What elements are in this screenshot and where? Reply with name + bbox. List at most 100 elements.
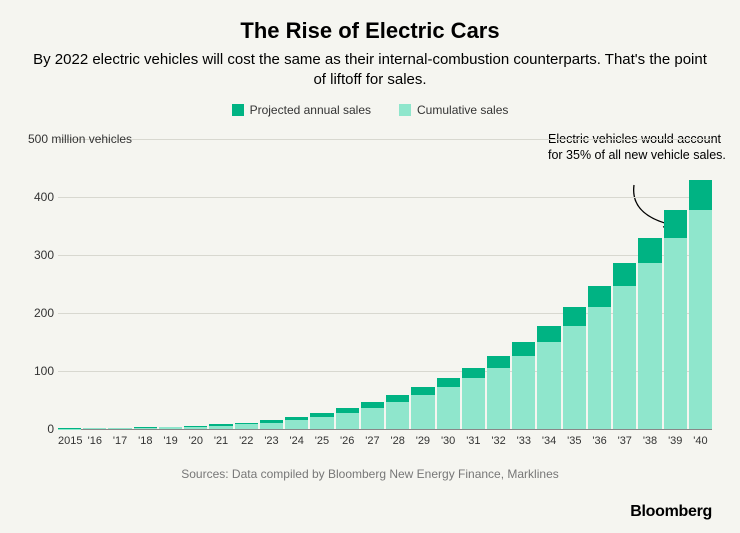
bar-column: '30: [437, 378, 460, 429]
bar-column: '16: [83, 428, 106, 429]
chart-area: Electric vehicles would account for 35% …: [28, 129, 712, 449]
bar-seg-projected: [689, 180, 712, 210]
bar-seg-cumulative: [108, 428, 131, 429]
x-tick-label: '27: [361, 435, 384, 447]
legend-label-projected: Projected annual sales: [250, 103, 371, 117]
bar-seg-cumulative: [260, 423, 283, 429]
bar-column: '21: [209, 424, 232, 429]
bar-column: '18: [134, 427, 157, 429]
bar-seg-projected: [437, 378, 460, 387]
bar-column: 2015: [58, 428, 81, 429]
bar-seg-cumulative: [235, 424, 258, 429]
x-tick-label: 2015: [58, 435, 81, 447]
x-tick-label: '33: [512, 435, 535, 447]
x-tick-label: '21: [209, 435, 232, 447]
bar-column: '37: [613, 263, 636, 429]
bar-column: '23: [260, 420, 283, 429]
bar-column: '25: [310, 413, 333, 429]
bar-seg-projected: [613, 263, 636, 286]
bar-seg-cumulative: [563, 326, 586, 429]
x-tick-label: '18: [134, 435, 157, 447]
bar-column: '19: [159, 427, 182, 429]
bar-column: '20: [184, 426, 207, 429]
bar-seg-cumulative: [689, 210, 712, 429]
bar-column: '33: [512, 342, 535, 429]
x-tick-label: '19: [159, 435, 182, 447]
x-tick-label: '25: [310, 435, 333, 447]
x-tick-label: '23: [260, 435, 283, 447]
bar-seg-projected: [512, 342, 535, 356]
bar-seg-cumulative: [184, 427, 207, 429]
legend-label-cumulative: Cumulative sales: [417, 103, 508, 117]
x-tick-label: '17: [108, 435, 131, 447]
y-tick-label: 100: [28, 364, 54, 378]
x-tick-label: '38: [638, 435, 661, 447]
bar-seg-cumulative: [134, 428, 157, 429]
bar-seg-cumulative: [336, 413, 359, 429]
legend-item-cumulative: Cumulative sales: [399, 103, 508, 117]
bar-seg-cumulative: [411, 395, 434, 429]
bar-seg-cumulative: [83, 428, 106, 429]
bar-seg-projected: [411, 387, 434, 395]
x-tick-label: '37: [613, 435, 636, 447]
x-tick-label: '28: [386, 435, 409, 447]
bar-seg-projected: [386, 395, 409, 402]
bar-seg-cumulative: [462, 378, 485, 429]
y-tick-label: 300: [28, 248, 54, 262]
bar-column: '27: [361, 402, 384, 429]
x-tick-label: '22: [235, 435, 258, 447]
y-tick-label: 400: [28, 190, 54, 204]
bar-column: '26: [336, 408, 359, 429]
x-tick-label: '39: [664, 435, 687, 447]
bar-column: '38: [638, 238, 661, 429]
bar-seg-cumulative: [209, 426, 232, 429]
x-tick-label: '31: [462, 435, 485, 447]
x-tick-label: '34: [537, 435, 560, 447]
axis-baseline: [58, 429, 712, 430]
chart-subtitle: By 2022 electric vehicles will cost the …: [28, 50, 712, 89]
bar-seg-cumulative: [537, 342, 560, 429]
y-tick-label: 200: [28, 306, 54, 320]
bar-seg-cumulative: [588, 307, 611, 429]
x-tick-label: '40: [689, 435, 712, 447]
x-tick-label: '29: [411, 435, 434, 447]
x-tick-label: '32: [487, 435, 510, 447]
bar-column: '28: [386, 395, 409, 429]
bar-seg-projected: [588, 286, 611, 307]
legend-swatch-cumulative: [399, 104, 411, 116]
bar-column: '40: [689, 180, 712, 429]
chart-title: The Rise of Electric Cars: [28, 18, 712, 44]
bar-column: '22: [235, 423, 258, 429]
legend-item-projected: Projected annual sales: [232, 103, 371, 117]
bar-seg-projected: [537, 326, 560, 342]
x-tick-label: '24: [285, 435, 308, 447]
bar-seg-projected: [638, 238, 661, 264]
y-tick-label: 0: [28, 422, 54, 436]
x-tick-label: '36: [588, 435, 611, 447]
bar-seg-projected: [563, 307, 586, 326]
chart-frame: The Rise of Electric Cars By 2022 electr…: [0, 0, 740, 533]
bar-column: '32: [487, 356, 510, 429]
x-tick-label: '16: [83, 435, 106, 447]
bar-seg-projected: [462, 368, 485, 378]
x-tick-label: '20: [184, 435, 207, 447]
bar-seg-cumulative: [159, 427, 182, 429]
x-tick-label: '26: [336, 435, 359, 447]
legend-swatch-projected: [232, 104, 244, 116]
bar-seg-cumulative: [512, 356, 535, 429]
source-line: Sources: Data compiled by Bloomberg New …: [28, 467, 712, 481]
brand-logo: Bloomberg: [630, 503, 712, 521]
bar-seg-cumulative: [386, 402, 409, 429]
bar-column: '34: [537, 326, 560, 429]
bar-seg-cumulative: [361, 408, 384, 429]
bar-column: '29: [411, 387, 434, 429]
legend: Projected annual sales Cumulative sales: [28, 103, 712, 117]
x-tick-label: '35: [563, 435, 586, 447]
bar-column: '36: [588, 286, 611, 429]
bar-seg-cumulative: [285, 420, 308, 429]
bar-seg-cumulative: [487, 368, 510, 429]
bar-seg-cumulative: [638, 263, 661, 429]
bar-seg-projected: [487, 356, 510, 368]
bar-seg-cumulative: [310, 417, 333, 429]
bar-seg-cumulative: [613, 286, 636, 429]
